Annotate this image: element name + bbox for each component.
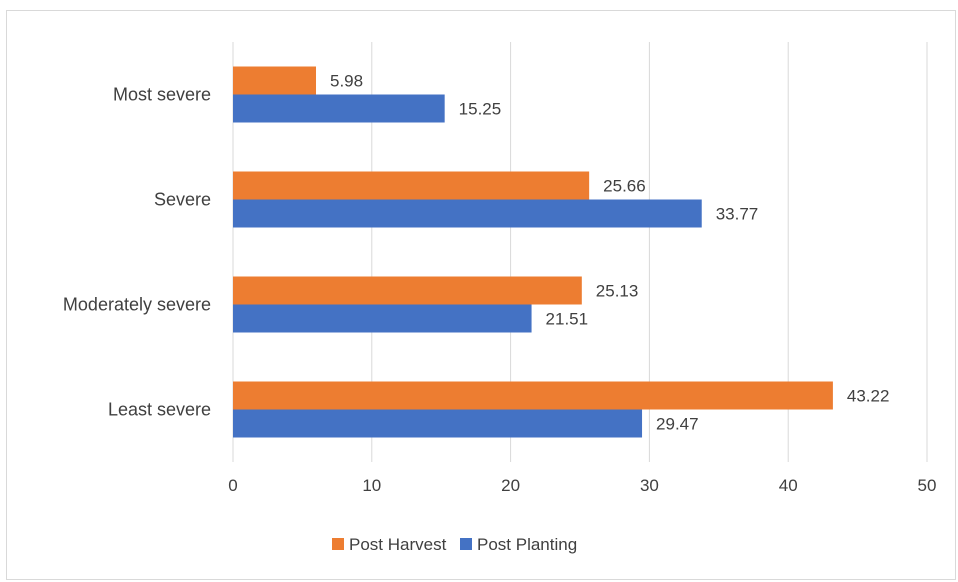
bar-post-harvest-2	[233, 171, 590, 200]
legend-label-1: Post Planting	[477, 535, 577, 554]
x-tick-label-40: 40	[779, 476, 798, 495]
legend: Post Harvest Post Planting	[332, 535, 577, 554]
data-label-post-harvest-2: 25.66	[603, 177, 646, 196]
category-label-1: Moderately severe	[63, 295, 211, 315]
legend-swatch-1	[460, 538, 472, 550]
data-label-post-harvest-3: 5.98	[330, 72, 363, 91]
y-axis-category-labels: Least severe Moderately severe Severe Most …	[63, 85, 211, 420]
bar-post-planting-3	[233, 94, 445, 123]
bars	[233, 66, 833, 438]
data-label-post-planting-2: 33.77	[716, 205, 759, 224]
bar-post-harvest-1	[233, 276, 582, 305]
data-labels: 43.22 29.47 25.13 21.51 25.66 33.77 5.98 15.25	[330, 72, 889, 434]
bar-post-planting-2	[233, 199, 702, 228]
legend-label-0: Post Harvest	[349, 535, 447, 554]
data-label-post-planting-0: 29.47	[656, 415, 699, 434]
data-label-post-harvest-0: 43.22	[847, 387, 890, 406]
x-axis-tick-labels: 0 10 20 30 40 50	[228, 476, 936, 495]
category-label-0: Least severe	[108, 400, 211, 420]
data-label-post-planting-1: 21.51	[546, 310, 589, 329]
x-tick-label-20: 20	[501, 476, 520, 495]
bar-post-planting-1	[233, 304, 532, 333]
bar-post-harvest-0	[233, 381, 833, 410]
bar-post-harvest-3	[233, 66, 317, 95]
x-tick-label-50: 50	[918, 476, 937, 495]
data-label-post-harvest-1: 25.13	[596, 282, 639, 301]
category-label-2: Severe	[154, 190, 211, 210]
data-label-post-planting-3: 15.25	[459, 100, 502, 119]
x-tick-label-0: 0	[228, 476, 237, 495]
x-tick-label-10: 10	[362, 476, 381, 495]
bar-post-planting-0	[233, 409, 643, 438]
legend-swatch-0	[332, 538, 344, 550]
category-label-3: Most severe	[113, 85, 211, 105]
x-tick-label-30: 30	[640, 476, 659, 495]
